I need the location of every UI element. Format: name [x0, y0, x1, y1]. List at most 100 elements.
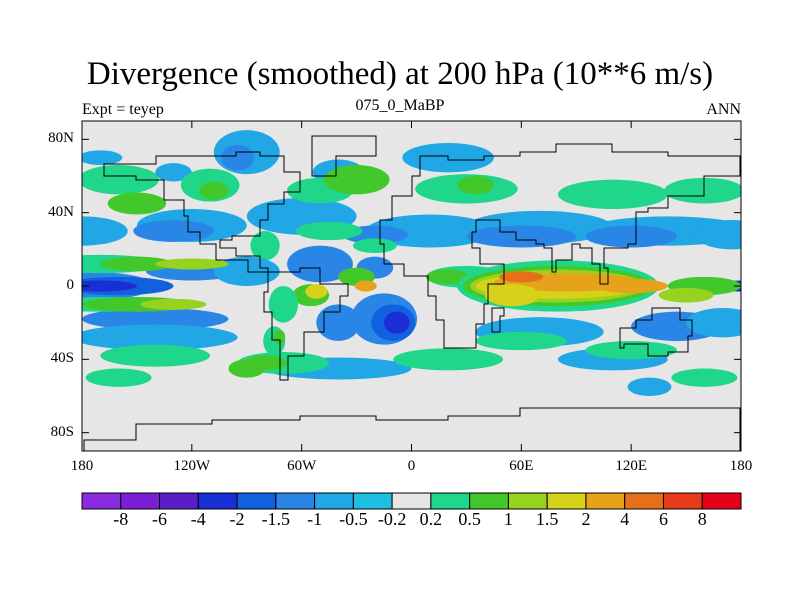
x-tick-label: 60E: [509, 458, 534, 474]
x-tick-label: 120W: [173, 458, 211, 474]
colorbar-level-label: -6: [152, 509, 168, 529]
colorbar: [81, 492, 742, 510]
contour-blob-82: [296, 221, 363, 241]
contour-blob-36: [287, 245, 353, 283]
contour-blob-9: [585, 225, 677, 248]
contour-blob-67: [274, 330, 286, 345]
x-tick-label: 0: [407, 458, 416, 474]
colorbar-level-label: 1: [503, 509, 513, 529]
contour-blob-7: [133, 220, 214, 242]
contour-blob-79: [484, 284, 540, 307]
colorbar-box-16: [701, 492, 742, 510]
colorbar-box-13: [585, 492, 626, 510]
colorbar-level-label: 1.5: [535, 509, 559, 529]
colorbar-box-9: [430, 492, 471, 510]
colorbar-box-10: [469, 492, 509, 510]
colorbar-level-label: 4: [620, 509, 630, 529]
y-tick-label: 40S: [50, 350, 74, 367]
time-slice-label: 075_0_MaBP: [355, 97, 445, 114]
colorbar-box-7: [352, 492, 393, 510]
contour-blob-55: [627, 377, 672, 397]
colorbar-box-6: [314, 492, 354, 510]
land-outline-2: [263, 267, 349, 381]
colorbar-box-2: [159, 492, 199, 510]
contour-blob-26: [664, 177, 741, 204]
contour-blob-33: [82, 308, 229, 330]
colorbar-level-label: -0.5: [339, 509, 368, 529]
x-tick-label: 180: [70, 458, 94, 474]
contour-blob-30: [82, 280, 137, 292]
contour-blob-83: [352, 238, 397, 254]
contour-blob-12: [221, 144, 255, 171]
y-tick-label: 80S: [50, 423, 74, 440]
contour-blob-77: [499, 271, 544, 283]
contour-blob-65: [268, 286, 299, 323]
colorbar-level-label: -1: [307, 509, 323, 529]
contour-blob-46: [686, 308, 741, 338]
contour-blob-22: [323, 165, 390, 195]
colorbar-box-3: [197, 492, 238, 510]
contour-blob-71: [426, 269, 471, 285]
y-tick-label: 80N: [48, 130, 74, 147]
contour-blob-24: [457, 176, 494, 195]
x-tick-label: 120E: [615, 458, 647, 474]
contour-blob-81: [658, 287, 714, 303]
colorbar-level-label: 6: [658, 509, 668, 529]
contour-blob-58: [100, 256, 174, 272]
contour-blob-54: [671, 368, 738, 387]
contour-blob-40: [316, 304, 361, 341]
colorbar-box-4: [236, 492, 277, 510]
colorbar-box-8: [391, 492, 432, 510]
colorbar-level-label: 8: [697, 509, 707, 529]
contour-blob-78: [594, 278, 668, 294]
x-tick-label: 60W: [287, 458, 317, 474]
contour-blob-8: [466, 225, 577, 248]
colorbar-box-1: [120, 492, 161, 510]
colorbar-level-label: 2: [581, 509, 591, 529]
plot-title: Divergence (smoothed) at 200 hPa (10**6 …: [86, 56, 714, 92]
contour-blob-62: [140, 298, 207, 310]
contour-blob-52: [585, 341, 677, 360]
colorbar-box-15: [662, 492, 703, 510]
land-outline-1: [311, 135, 377, 177]
colorbar-box-5: [275, 492, 316, 510]
contour-blob-14: [155, 163, 192, 182]
contour-blob-39: [384, 311, 410, 334]
colorbar-level-label: -0.2: [377, 509, 407, 529]
contour-blob-17: [82, 165, 159, 195]
land-outline-6: [491, 307, 505, 333]
contour-blob-34: [82, 324, 238, 351]
land-outline-5: [83, 407, 741, 451]
colorbar-box-11: [507, 492, 548, 510]
contour-blob-50: [393, 348, 504, 371]
colorbar-level-label: -1.5: [261, 509, 291, 529]
colorbar-level-label: 0.5: [458, 509, 481, 529]
contour-blob-35: [213, 256, 280, 287]
contour-blob-47: [100, 344, 211, 367]
x-tick-label: 180: [729, 458, 753, 474]
contour-blob-13: [82, 150, 123, 165]
contour-blob-6: [695, 220, 741, 250]
experiment-label: Expt = teyep: [82, 101, 164, 118]
divergence-field: [82, 130, 741, 397]
land-outline-3: [379, 143, 741, 349]
colorbar-level-label: -4: [190, 509, 206, 529]
colorbar-box-12: [546, 492, 587, 510]
season-label: ANN: [706, 101, 741, 118]
colorbar-box-0: [81, 492, 122, 510]
colorbar-level-label: -8: [113, 509, 129, 529]
contour-blob-18: [107, 192, 167, 215]
tick-marks: [81, 121, 742, 451]
contour-blob-27: [250, 231, 280, 261]
land-outlines: [83, 135, 741, 451]
y-tick-label: 0: [66, 277, 75, 293]
land-outline-4: [619, 307, 693, 357]
colorbar-level-label: 0.2: [419, 509, 443, 529]
contour-blob-0: [82, 216, 128, 246]
contour-blob-53: [85, 368, 152, 387]
y-tick-label: 40N: [48, 203, 74, 220]
contour-blob-59: [155, 258, 229, 270]
contour-blob-64: [305, 284, 328, 299]
